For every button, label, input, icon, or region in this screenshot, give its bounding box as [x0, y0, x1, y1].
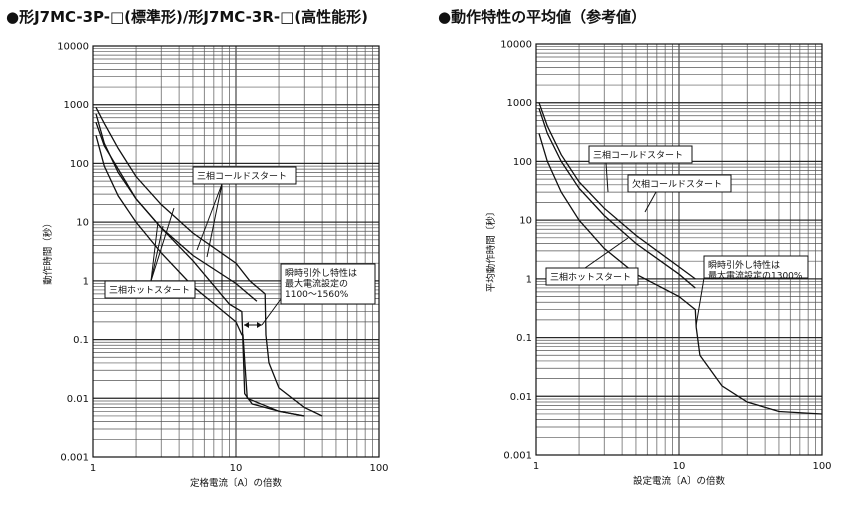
chart-2: 0.001 0.01 0.1 1 10 100 1000 10000 1 10 100 設定電流〔A〕… — [485, 40, 832, 488]
y-tick-label: 0.1 — [516, 333, 532, 344]
y-tick-label: 1 — [83, 276, 89, 287]
y-axis-label: 動作時間（秒） — [42, 218, 54, 285]
x-axis-label: 設定電流〔A〕の倍数 — [633, 475, 725, 487]
x-tick-label: 1 — [533, 461, 539, 472]
y-tick-label: 100 — [70, 159, 89, 170]
annotation-leader — [605, 162, 609, 193]
plot-frame — [92, 45, 380, 458]
annotation-text: 三相コールドスタート — [197, 170, 287, 182]
annotation-text: 瞬時引外し特性は — [285, 267, 357, 279]
y-tick-label: 10000 — [500, 40, 532, 51]
right-chart-title: ●動作特性の平均値（参考値） — [438, 8, 647, 26]
annotation-leader — [584, 237, 629, 269]
annotation-box — [192, 166, 297, 185]
annotation-text: 三相ホットスタート — [550, 271, 631, 283]
y-tick-label: 10 — [76, 218, 89, 229]
trip-band-arrowhead — [244, 322, 249, 328]
annotation-box — [545, 267, 639, 286]
plot-frame — [535, 43, 823, 456]
series-line-1 — [95, 113, 305, 417]
annotation-box — [627, 174, 732, 193]
y-axis-label: 平均動作時間〔秒〕 — [485, 207, 497, 293]
annotation-leader — [196, 183, 223, 251]
series-line-1 — [538, 133, 823, 415]
annotation-box — [588, 145, 693, 164]
annotation-leader — [695, 277, 705, 327]
y-tick-label: 0.001 — [503, 451, 532, 462]
y-tick-label: 0.01 — [67, 394, 89, 405]
x-tick-label: 10 — [673, 461, 686, 472]
series-line-2 — [95, 135, 305, 417]
x-axis-label: 定格電流〔A〕の倍数 — [190, 477, 282, 489]
y-tick-label: 100 — [513, 157, 532, 168]
annotation-text: 1100～1560% — [285, 290, 349, 300]
annotation-text: 欠相コールドスタート — [632, 178, 722, 190]
annotation-leader — [150, 221, 159, 282]
annotation-text: 最大電流設定の1300% — [708, 270, 803, 282]
series-line-2 — [538, 108, 696, 289]
y-tick-label: 10 — [519, 216, 532, 227]
y-tick-label: 0.01 — [510, 392, 532, 403]
x-tick-label: 1 — [90, 463, 96, 474]
annotation-leader — [150, 207, 175, 282]
y-tick-label: 1000 — [64, 100, 89, 111]
x-tick-label: 100 — [812, 461, 831, 472]
y-tick-label: 0.1 — [73, 335, 89, 346]
annotation-text: 三相コールドスタート — [593, 149, 683, 161]
annotation-text: 三相ホットスタート — [109, 284, 190, 296]
annotation-box — [280, 263, 376, 305]
y-tick-label: 1000 — [507, 98, 532, 109]
x-tick-label: 10 — [230, 463, 243, 474]
y-tick-label: 1 — [526, 274, 532, 285]
annotation-leader — [150, 225, 164, 282]
series-line-3 — [538, 102, 696, 280]
annotation-leader — [644, 191, 657, 213]
annotation-text: 最大電流設定の — [285, 278, 348, 290]
annotation-box — [104, 280, 196, 299]
left-chart-title: ●形J7MC-3P-□(標準形)/形J7MC-3R-□(高性能形) — [6, 8, 368, 26]
series-line-3 — [95, 107, 323, 417]
trip-band-arrowhead — [257, 322, 262, 328]
annotation-box — [703, 255, 809, 279]
y-tick-label: 0.001 — [60, 453, 89, 464]
chart-1: 0.001 0.01 0.1 1 10 100 1000 10000 1 10 100 定格電流〔A〕… — [42, 42, 389, 490]
annotation-text: 瞬時引外し特性は — [708, 259, 780, 271]
y-tick-label: 10000 — [57, 42, 89, 53]
x-tick-label: 100 — [369, 463, 388, 474]
annotation-leader — [261, 298, 282, 326]
series-line-4 — [95, 122, 258, 302]
annotation-leader — [206, 183, 223, 258]
